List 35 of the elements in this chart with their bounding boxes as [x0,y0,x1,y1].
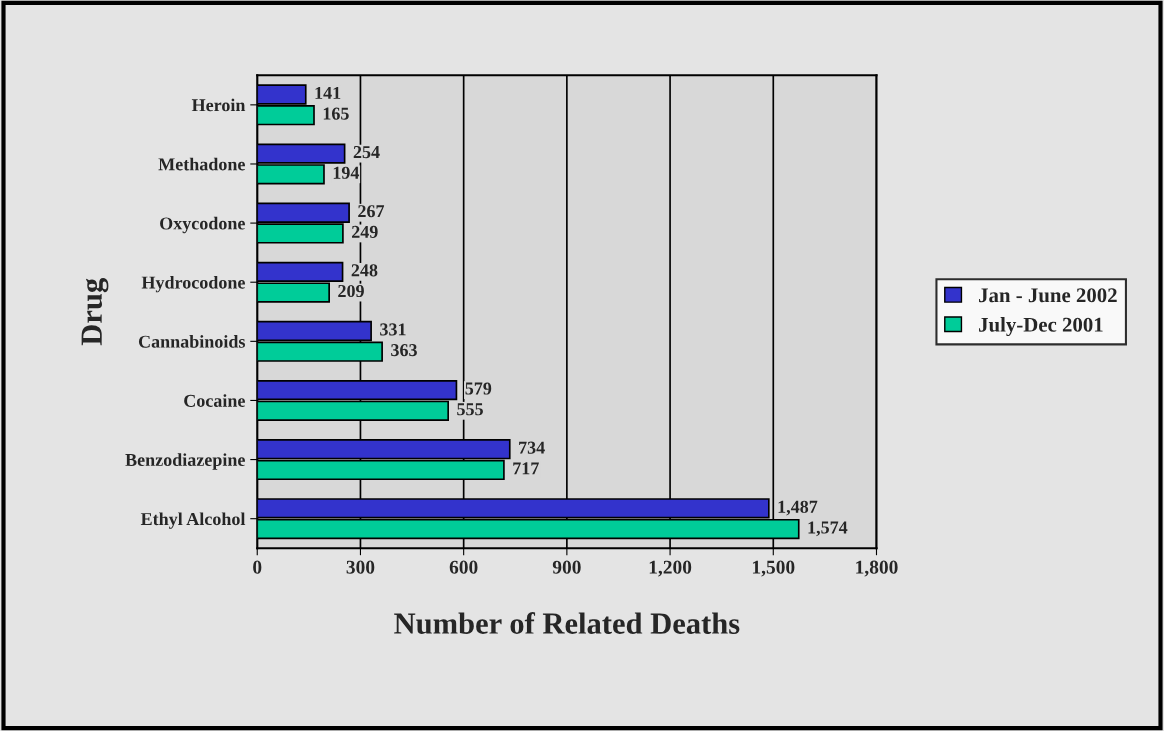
y-axis-title: Drug [81,278,109,346]
data-label: 194 [333,166,360,179]
data-label: 165 [323,107,349,120]
legend-label: Jan - June 2002 [979,288,1117,303]
y-tick-label: Cocaine [184,394,245,407]
y-tick-label: Methadone [158,157,245,171]
data-label: 141 [315,86,341,99]
data-label: 267 [358,205,385,218]
y-tick-label: Ethyl Alcohol [140,512,246,529]
data-label: 363 [391,344,417,357]
data-label: 1,574 [808,521,848,537]
data-label: 555 [457,403,483,416]
y-tick-label: Cannabinoids [138,335,245,348]
y-tick-label: Oxycodone [160,216,245,234]
data-label: 1,487 [778,500,818,516]
x-tick-label: 0 [253,560,262,574]
x-tick-label: 1,500 [752,560,795,577]
legend-label: July-Dec 2001 [979,317,1103,337]
x-tick-label: 1,200 [649,560,692,577]
x-tick-label: 600 [449,560,478,574]
data-label: 717 [513,462,539,475]
y-tick-label: Hydrocodone [141,275,245,293]
data-label: 249 [352,225,378,238]
data-label: 209 [338,284,364,298]
y-tick-label: Heroin [191,98,246,112]
data-label: 734 [519,441,545,454]
data-label: 248 [351,264,378,277]
y-tick-label: Benzodiazepine [125,453,245,470]
data-label: 579 [465,382,492,395]
x-tick-label: 900 [552,560,581,574]
x-tick-label: 300 [346,560,375,574]
x-axis-title: Number of Related Deaths [394,612,740,634]
data-label: 331 [380,323,406,336]
x-tick-label: 1,800 [856,560,898,577]
data-label: 254 [353,146,380,159]
